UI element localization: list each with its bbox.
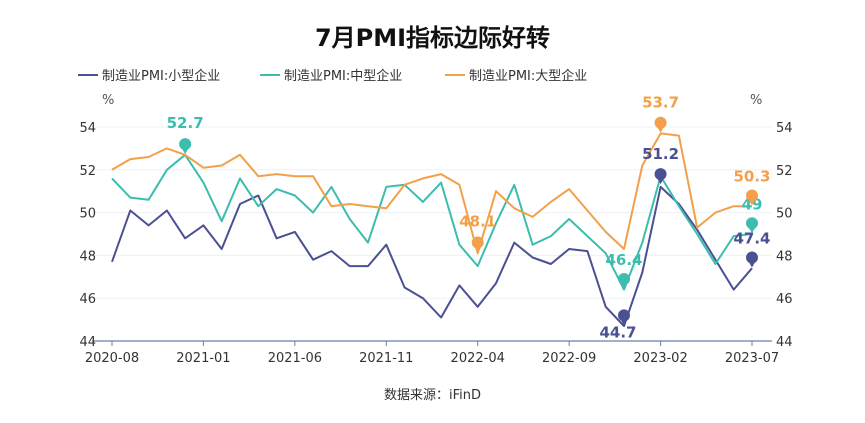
right-y-tick-label: 46 <box>776 292 793 307</box>
left-y-tick-label: 54 <box>79 121 96 136</box>
x-tick-label: 2021-06 <box>268 351 322 366</box>
x-tick-label: 2020-08 <box>85 351 139 366</box>
right-y-tick-label: 48 <box>776 249 793 264</box>
right-y-tick-label: 50 <box>776 207 793 222</box>
right-y-tick-label: 44 <box>776 335 793 350</box>
annotation-markers: 44.751.247.452.746.44948.153.750.3 <box>167 94 771 342</box>
left-y-tick-label: 48 <box>79 249 96 264</box>
legend-label: 制造业PMI:中型企业 <box>284 68 402 84</box>
legend-label: 制造业PMI:小型企业 <box>102 68 220 84</box>
legend: 制造业PMI:小型企业 制造业PMI:中型企业 制造业PMI:大型企业 <box>78 68 587 84</box>
left-y-tick-label: 44 <box>79 335 96 350</box>
x-tick-label: 2023-07 <box>725 351 779 366</box>
x-tick-label: 2023-02 <box>633 351 687 366</box>
right-y-tick-label: 52 <box>776 164 793 179</box>
data-label: 50.3 <box>733 167 770 185</box>
annotation-pin-tail <box>748 198 756 206</box>
right-y-tick-label: 54 <box>776 121 793 136</box>
annotation-pin-tail <box>473 245 482 253</box>
data-label: 51.2 <box>642 145 679 163</box>
annotation-pin-tail <box>748 226 756 234</box>
x-tick-label: 2021-11 <box>359 351 413 366</box>
right-y-axis-ticks: 44 46 48 50 52 54% <box>750 93 793 350</box>
left-y-tick-label: 52 <box>79 164 96 179</box>
left-y-axis-ticks: 44 46 48 50 52 54% <box>79 93 114 350</box>
grid-lines <box>92 126 772 299</box>
series-line-1 <box>111 185 753 327</box>
data-label: 52.7 <box>167 114 204 132</box>
left-y-tick-label: 46 <box>79 292 96 307</box>
annotation-pin-tail <box>181 147 190 155</box>
legend-label: 制造业PMI:大型企业 <box>469 68 587 84</box>
x-axis-ticks: 2020-08 2021-01 2021-06 2021-11 2022-04 2022-… <box>85 341 779 366</box>
data-label: 47.4 <box>733 230 770 248</box>
annotation-pin-tail <box>656 177 665 185</box>
annotation-pin-tail <box>656 125 665 133</box>
data-label: 53.7 <box>642 94 679 112</box>
data-label: 44.7 <box>599 323 636 341</box>
annotation-pin-tail <box>620 281 628 289</box>
right-unit-label: % <box>750 93 762 108</box>
series-lines <box>111 132 753 327</box>
data-source: 数据来源：iFinD <box>383 388 481 403</box>
left-unit-label: % <box>102 93 114 108</box>
annotation-pin-tail <box>620 318 628 326</box>
left-y-tick-label: 50 <box>79 207 96 222</box>
x-tick-label: 2021-01 <box>176 351 230 366</box>
series-line-3 <box>111 132 752 255</box>
x-tick-label: 2022-04 <box>451 351 505 366</box>
x-tick-label: 2022-09 <box>542 351 596 366</box>
annotation-pin-tail <box>748 260 756 268</box>
chart-title: 7月PMI指标边际好转 <box>314 24 551 52</box>
series-line-2 <box>111 153 753 291</box>
data-label: 48.1 <box>459 213 496 231</box>
data-label: 46.4 <box>605 251 642 269</box>
